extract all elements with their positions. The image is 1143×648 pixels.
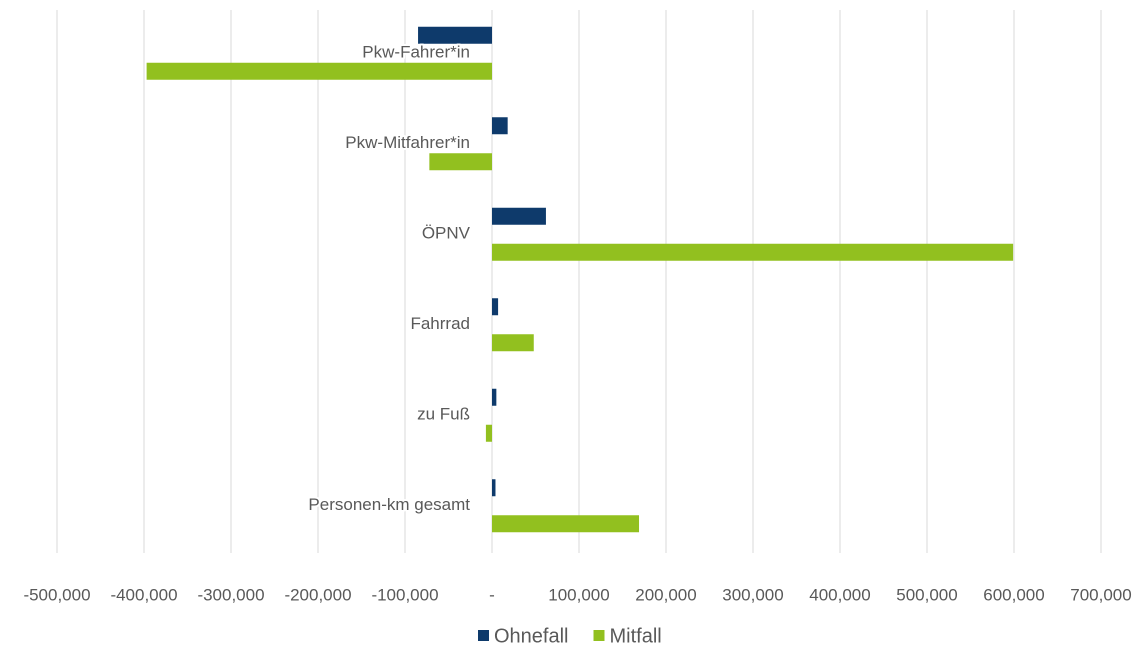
bar [492, 117, 508, 135]
x-tick-label: 100,000 [548, 585, 609, 604]
bar [492, 207, 546, 225]
category-label: Fahrrad [410, 314, 470, 333]
bar [418, 26, 492, 44]
x-tick-label: - [489, 585, 495, 604]
x-tick-label: 200,000 [635, 585, 696, 604]
category-label: Personen-km gesamt [308, 495, 470, 514]
category-label: Pkw-Mitfahrer*in [345, 133, 470, 152]
bar [485, 424, 492, 442]
bar [429, 153, 492, 171]
bar [492, 243, 1014, 261]
category-label: ÖPNV [422, 224, 471, 243]
x-tick-label: -400,000 [110, 585, 177, 604]
x-tick-label: 400,000 [809, 585, 870, 604]
bar [492, 479, 496, 497]
x-tick-label: -200,000 [284, 585, 351, 604]
legend-swatch [478, 630, 489, 641]
category-label: Pkw-Fahrer*in [362, 43, 470, 62]
x-tick-label: -100,000 [371, 585, 438, 604]
x-tick-label: 700,000 [1070, 585, 1131, 604]
x-tick-label: 500,000 [896, 585, 957, 604]
category-label: zu Fuß [417, 405, 470, 424]
legend-label: Ohnefall [494, 625, 569, 647]
x-tick-label: -500,000 [23, 585, 90, 604]
legend-label: Mitfall [610, 625, 662, 647]
bar [492, 298, 499, 316]
x-tick-label: 300,000 [722, 585, 783, 604]
x-tick-label: 600,000 [983, 585, 1044, 604]
bar [492, 334, 534, 352]
bar [492, 388, 497, 406]
bar [492, 515, 640, 533]
x-tick-label: -300,000 [197, 585, 264, 604]
legend-swatch [593, 630, 605, 641]
bar [146, 62, 493, 80]
